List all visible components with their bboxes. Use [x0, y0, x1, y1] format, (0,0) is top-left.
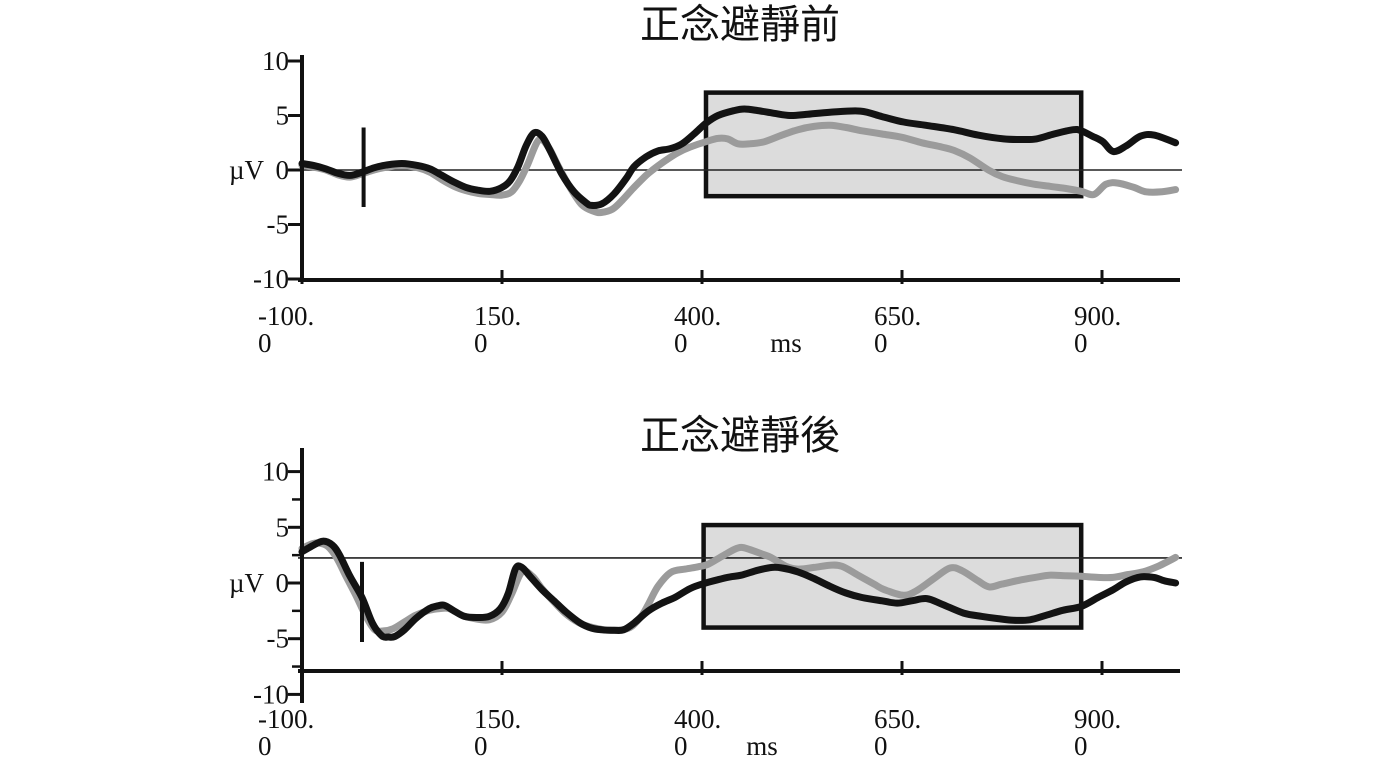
chart-panel-2: 正念避靜後1050-5-10µV-100.0150.0400.0650.0900…: [229, 413, 1182, 759]
chart-panel-1: 正念避靜前1050-5-10µV-100.0150.0400.0650.0900…: [229, 2, 1182, 358]
waveform-black-trace: [298, 105, 1180, 210]
x-tick-label-line2: 0: [674, 328, 688, 358]
x-tick-label-line2: 0: [1074, 328, 1088, 358]
y-tick-label: -10: [253, 679, 289, 709]
y-tick-label: -10: [253, 264, 289, 294]
waveform-gray-trace: [298, 121, 1180, 217]
x-tick-label-line1: -100.: [258, 301, 314, 331]
x-tick-label-line1: 900.: [1074, 301, 1121, 331]
y-tick-label: -5: [267, 624, 290, 654]
x-tick-label-line1: 400.: [674, 301, 721, 331]
y-axis-unit-label: µV: [229, 568, 265, 598]
y-tick-label: 10: [262, 46, 289, 76]
x-tick-label-line2: 0: [474, 731, 488, 759]
x-tick-label-line1: 650.: [874, 704, 921, 734]
x-tick-label-line1: -100.: [258, 704, 314, 734]
waveform-black-trace: [298, 537, 1180, 641]
x-tick-label-line2: 0: [258, 731, 272, 759]
significance-highlight-rect: [701, 522, 1084, 630]
x-tick-label-line2: 0: [874, 328, 888, 358]
x-tick-label-line2: 0: [874, 731, 888, 759]
chart-title: 正念避靜後: [640, 413, 840, 459]
y-axis-unit-label: µV: [229, 155, 265, 185]
y-tick-label: -5: [267, 210, 290, 240]
x-axis-unit-label: ms: [770, 328, 802, 358]
x-tick-label-line1: 650.: [874, 301, 921, 331]
x-tick-label-line1: 150.: [474, 301, 521, 331]
y-tick-label: 0: [276, 568, 290, 598]
chart-title: 正念避靜前: [640, 2, 840, 48]
y-tick-label: 10: [262, 457, 289, 487]
y-tick-label: 5: [276, 101, 290, 131]
x-tick-label-line2: 0: [674, 731, 688, 759]
x-tick-label-line1: 150.: [474, 704, 521, 734]
x-tick-label-line2: 0: [258, 328, 272, 358]
y-tick-label: 5: [276, 512, 290, 542]
x-tick-label-line2: 0: [1074, 731, 1088, 759]
x-tick-label-line1: 900.: [1074, 704, 1121, 734]
y-tick-label: 0: [276, 155, 290, 185]
x-tick-label-line1: 400.: [674, 704, 721, 734]
x-tick-label-line2: 0: [474, 328, 488, 358]
x-axis-unit-label: ms: [746, 731, 778, 759]
